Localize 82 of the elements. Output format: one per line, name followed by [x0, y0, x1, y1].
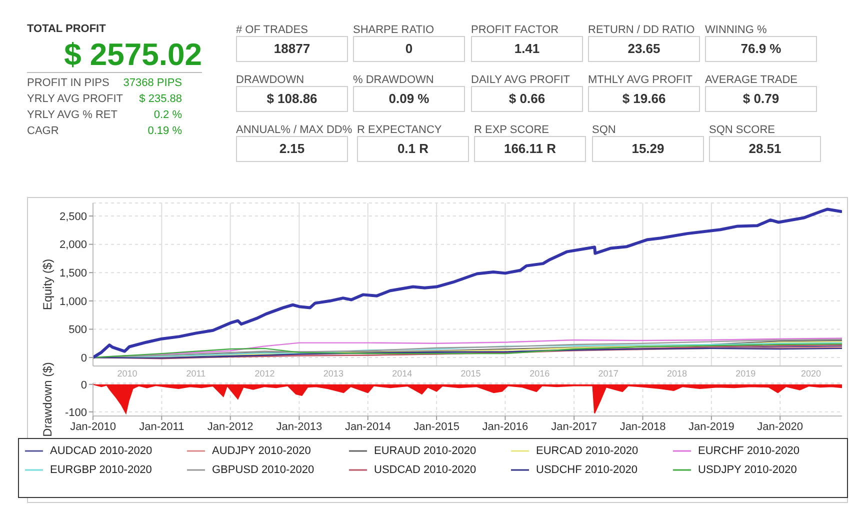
text: 2.15: [279, 141, 305, 156]
category-label: % DRAWDOWN: [353, 74, 434, 87]
text: 76.9 %: [740, 41, 782, 56]
x-tick-label: 2010: [117, 368, 138, 378]
x-tick-label: 2014: [392, 368, 412, 378]
text: $ 2575.02: [64, 37, 202, 72]
text: 23.65: [628, 41, 660, 56]
category-label: PROFIT FACTOR: [471, 24, 559, 37]
x-tick-label: 2018: [666, 368, 688, 378]
x-tick-label: 2012: [254, 368, 275, 378]
legend-label: AUDCAD 2010-2020: [50, 445, 152, 457]
text: 166.11 R: [504, 141, 556, 156]
category-label: CAGR: [27, 124, 59, 138]
legend-label: USDCHF 2010-2020: [536, 464, 638, 476]
x-tick-label: 2015: [460, 368, 481, 378]
y-tick-label: 2,500: [59, 210, 87, 223]
category-label: DRAWDOWN: [236, 74, 304, 87]
y-tick-label: 0: [80, 352, 87, 364]
y-axis-title: Drawdown ($): [40, 362, 54, 437]
category-label: R EXPECTANCY: [357, 124, 442, 137]
text: 0.2 %: [154, 109, 182, 121]
legend-label: USDCAD 2010-2020: [374, 464, 476, 476]
x-tick-label: 2019: [736, 368, 756, 378]
text: 28.51: [748, 141, 782, 156]
text: $ 19.66: [622, 91, 666, 106]
category-label: DAILY AVG PROFIT: [471, 74, 570, 87]
legend-label: AUDJPY 2010-2020: [212, 445, 311, 457]
legend-label: EURCHF 2010-2020: [698, 445, 800, 457]
legend-label: EURAUD 2010-2020: [374, 445, 476, 457]
category-label: ANNUAL% / MAX DD%: [236, 124, 352, 137]
text: $ 235.88: [139, 93, 182, 105]
text: 1.41: [514, 41, 540, 56]
x-tick-label: 2013: [323, 368, 344, 378]
text: 0.19 %: [148, 125, 182, 137]
category-label: R EXP SCORE: [474, 124, 549, 137]
x-tick-label: Jan-2018: [620, 420, 666, 433]
category-label: SHARPE RATIO: [353, 24, 434, 37]
x-tick-label: Jan-2019: [688, 420, 734, 433]
text: 18877: [274, 41, 310, 56]
y-tick-label: 1,500: [59, 268, 87, 280]
category-label: # OF TRADES: [236, 24, 308, 37]
x-tick-label: 2020: [800, 368, 821, 378]
x-tick-label: Jan-2011: [139, 420, 184, 433]
y-tick-label: 1,000: [59, 296, 87, 308]
category-label: RETURN / DD RATIO: [588, 24, 695, 37]
x-tick-label: Jan-2012: [207, 420, 254, 433]
text: 15.29: [632, 141, 664, 156]
x-tick-label: Jan-2016: [482, 420, 528, 433]
text: $ 0.79: [742, 91, 780, 106]
category-label: SQN SCORE: [709, 124, 776, 137]
category-label: WINNING %: [705, 24, 767, 37]
category-label: MTHLY AVG PROFIT: [588, 74, 693, 87]
category-label: YRLY AVG % RET: [27, 108, 118, 122]
x-tick-label: 2011: [186, 368, 206, 378]
legend-label: EURCAD 2010-2020: [536, 445, 638, 457]
text: 0.1 R: [397, 141, 429, 156]
legend-label: EURGBP 2010-2020: [50, 464, 152, 476]
category-label: AVERAGE TRADE: [705, 74, 798, 87]
x-tick-label: Jan-2017: [551, 420, 598, 433]
x-tick-label: Jan-2020: [757, 420, 804, 433]
legend-label: USDJPY 2010-2020: [698, 464, 797, 476]
x-tick-label: 2017: [598, 368, 618, 378]
y-axis-title: Equity ($): [40, 258, 54, 310]
text: 0.09 %: [388, 91, 430, 106]
y-tick-label: 2,000: [59, 239, 87, 252]
category-label: YRLY AVG PROFIT: [27, 92, 123, 106]
x-tick-label: Jan-2015: [414, 420, 460, 433]
x-tick-label: 2016: [530, 368, 550, 378]
text: 0: [405, 41, 413, 56]
y-tick-label: 0: [80, 379, 87, 392]
legend-label: GBPUSD 2010-2020: [212, 464, 314, 476]
x-tick-label: Jan-2014: [344, 420, 391, 433]
y-tick-label: 500: [68, 324, 87, 336]
category-label: TOTAL PROFIT: [27, 23, 106, 35]
x-tick-label: Jan-2010: [70, 420, 116, 433]
y-tick-label: -100: [64, 406, 87, 419]
category-label: PROFIT IN PIPS: [27, 76, 110, 90]
text: $ 108.86: [266, 91, 318, 106]
category-label: SQN: [592, 124, 616, 137]
text: 37368 PIPS: [123, 77, 182, 89]
text: $ 0.66: [508, 91, 546, 106]
x-tick-label: Jan-2013: [276, 420, 322, 433]
